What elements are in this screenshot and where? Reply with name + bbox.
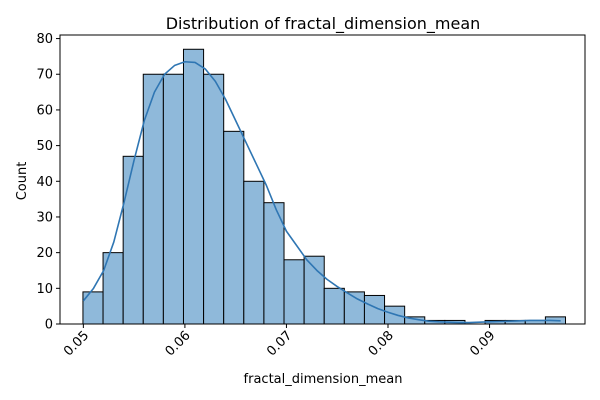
y-tick-label: 20 [36, 246, 53, 261]
y-tick-label: 0 [45, 318, 53, 333]
histogram-bar [182, 48, 205, 325]
y-axis-label: Count [15, 162, 30, 201]
y-tick-label: 40 [36, 175, 53, 190]
x-tick-label: 0.05 [61, 328, 92, 359]
y-ticks-group: 0 10 20 30 40 50 60 70 80 [36, 32, 60, 333]
y-tick-label: 70 [36, 68, 53, 83]
histogram-bar [223, 130, 245, 325]
kde-group [82, 60, 561, 324]
histogram-bar [122, 155, 144, 325]
y-tick-label: 30 [36, 210, 53, 225]
histogram-bar [303, 255, 325, 325]
x-tick-label: 0.09 [467, 328, 498, 359]
axes-group [59, 34, 586, 325]
histogram-bar [162, 73, 184, 325]
histogram-bar [203, 73, 225, 325]
y-tick-label: 80 [36, 32, 53, 47]
histogram-bar [283, 259, 305, 325]
x-tick-label: 0.07 [264, 328, 295, 359]
x-ticks-group: 0.05 0.06 0.07 0.08 0.09 [61, 324, 498, 359]
histogram-bar [323, 287, 345, 325]
kde-line [82, 60, 561, 324]
bars-group [82, 48, 567, 325]
x-tick-label: 0.08 [366, 328, 397, 359]
chart-title: Distribution of fractal_dimension_mean [166, 14, 481, 34]
histogram-bar [142, 73, 164, 325]
x-axis-label: fractal_dimension_mean [244, 372, 403, 387]
plot-frame [59, 34, 586, 325]
y-tick-label: 60 [36, 103, 53, 118]
x-tick-label: 0.06 [163, 328, 194, 359]
histogram-bar [243, 180, 265, 325]
y-tick-label: 10 [36, 282, 53, 297]
y-tick-label: 50 [36, 139, 53, 154]
